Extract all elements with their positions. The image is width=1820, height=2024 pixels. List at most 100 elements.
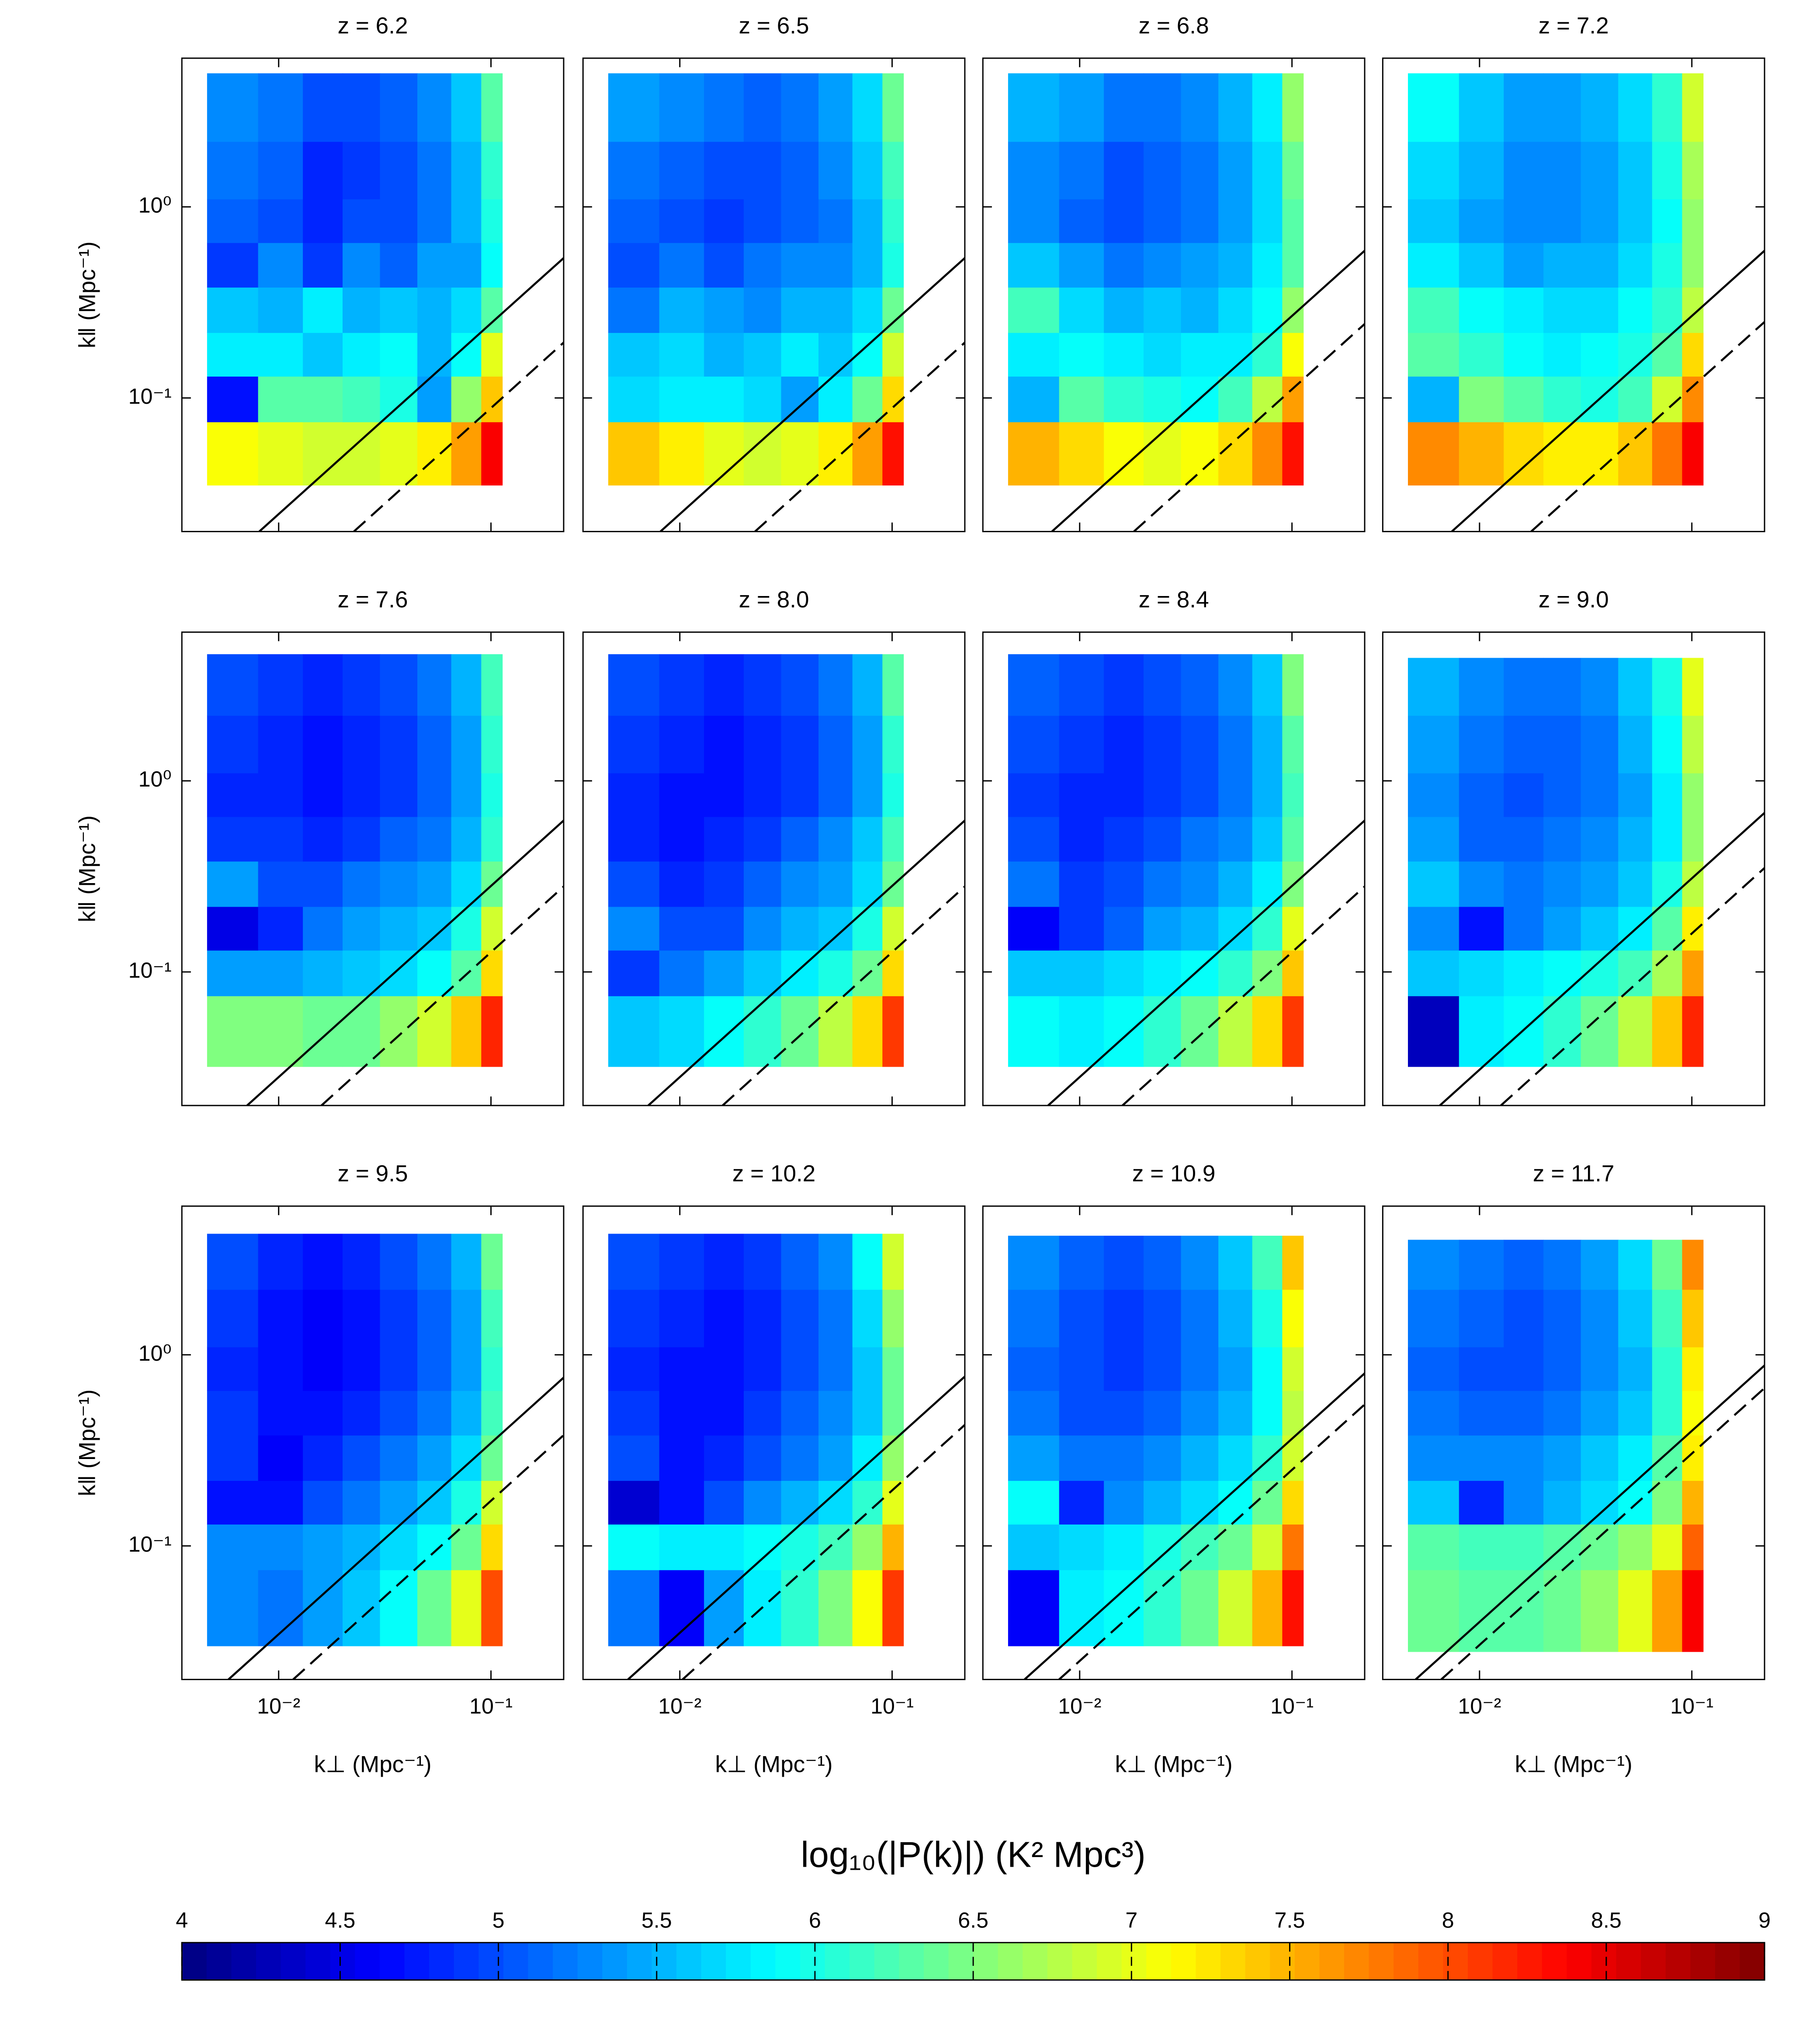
heatmap-cell: [818, 333, 853, 377]
heatmap-cell: [417, 654, 452, 716]
heatmap-cell: [818, 243, 853, 288]
heatmap-cell: [1504, 1347, 1544, 1391]
heatmap-cell: [207, 861, 259, 907]
heatmap-cell: [380, 861, 418, 907]
wedge-line: [682, 1424, 965, 1680]
heatmap-cell: [608, 287, 660, 333]
heatmap-cell: [1144, 1347, 1182, 1391]
heatmap-cell: [1543, 950, 1581, 996]
heatmap-cell: [1181, 287, 1219, 333]
heatmap-cell: [743, 1289, 782, 1348]
heatmap-cell: [818, 1435, 853, 1481]
heatmap-cell: [1059, 950, 1105, 996]
heatmap-cell: [417, 287, 452, 333]
heatmap-cell: [1144, 816, 1182, 862]
heatmap-cell: [1282, 1235, 1304, 1290]
heatmap-cell: [852, 906, 883, 951]
heatmap-cell: [781, 773, 819, 817]
heatmap-cell: [818, 715, 853, 773]
panel: z = 9.0: [1382, 587, 1765, 1106]
heatmap-cell: [781, 243, 819, 288]
heatmap-cell: [1652, 287, 1683, 333]
colorbar-swatch: [454, 1942, 479, 1980]
colorbar-swatch: [1467, 1942, 1493, 1980]
heatmap-cell: [882, 243, 904, 288]
heatmap-cell: [1181, 141, 1219, 200]
heatmap-cell: [303, 287, 343, 333]
heatmap-cell: [1581, 243, 1619, 288]
heatmap-cell: [1218, 376, 1253, 423]
heatmap-cell: [303, 333, 343, 377]
heatmap-cell: [1059, 1347, 1105, 1391]
heatmap-cell: [481, 1570, 503, 1646]
heatmap-cell: [608, 1390, 660, 1436]
heatmap-cell: [207, 422, 259, 486]
heatmap-cell: [1059, 654, 1105, 716]
heatmap-cell: [342, 422, 381, 486]
heatmap-cell: [1144, 1390, 1182, 1436]
heatmap-cell: [303, 654, 343, 716]
heatmap-cell: [704, 1435, 744, 1481]
heatmap-cell: [481, 422, 503, 486]
heatmap-cell: [303, 1289, 343, 1348]
heatmap-cell: [608, 1524, 660, 1570]
colorbar-swatch: [355, 1942, 381, 1980]
heatmap-cell: [1252, 333, 1283, 377]
heatmap-cell: [781, 816, 819, 862]
heatmap-cell: [608, 816, 660, 862]
heatmap-cell: [258, 243, 303, 288]
heatmap-cell: [342, 654, 381, 716]
heatmap-cell: [1144, 243, 1182, 288]
heatmap-cell: [781, 199, 819, 243]
heatmap-cell: [608, 243, 660, 288]
heatmap-cell: [1459, 199, 1505, 243]
heatmap-cell: [1652, 906, 1683, 951]
heatmap-cell: [207, 1234, 259, 1290]
heatmap-cell: [380, 1570, 418, 1646]
heatmap-cell: [1652, 995, 1683, 1067]
heatmap-cell: [1652, 243, 1683, 288]
colorbar-swatch: [1616, 1942, 1642, 1980]
heatmap-cell: [1504, 73, 1544, 142]
panel-title: z = 6.2: [338, 13, 408, 38]
heatmap-cell: [1543, 1289, 1581, 1348]
heatmap-cell: [1252, 654, 1283, 716]
heatmap-cell: [1682, 243, 1704, 288]
heatmap-cell: [1059, 333, 1105, 377]
heatmap-cell: [608, 73, 660, 142]
x-tick-label: 10⁻¹: [1670, 1694, 1713, 1719]
heatmap-cell: [451, 906, 482, 951]
panel-title: z = 8.4: [1139, 587, 1209, 613]
wedge-line: [1051, 250, 1365, 532]
heatmap-cell: [481, 654, 503, 716]
heatmap-cell: [1682, 422, 1704, 486]
heatmap-cell: [1059, 1390, 1105, 1436]
heatmap-cell: [818, 287, 853, 333]
heatmap-cell: [1652, 422, 1683, 486]
heatmap-cell: [342, 1347, 381, 1391]
heatmap-cell: [258, 715, 303, 773]
heatmap-cell: [1008, 654, 1060, 716]
heatmap-cell: [1008, 715, 1060, 773]
heatmap-cell: [1104, 1480, 1144, 1525]
heatmap-cell: [1408, 906, 1459, 951]
heatmap-cell: [1144, 654, 1182, 716]
colorbar-swatch: [1567, 1942, 1592, 1980]
heatmap-cell: [1618, 199, 1653, 243]
wedge-line: [320, 886, 564, 1106]
heatmap-cell: [303, 773, 343, 817]
heatmap-cell: [659, 1524, 704, 1570]
heatmap-cell: [1282, 287, 1304, 333]
heatmap-cell: [303, 73, 343, 142]
heatmap-cell: [1181, 422, 1219, 486]
heatmap-cell: [207, 715, 259, 773]
colorbar-swatch: [1245, 1942, 1271, 1980]
heatmap-cell: [342, 141, 381, 200]
heatmap-cell: [451, 243, 482, 288]
heatmap-cell: [207, 376, 259, 423]
heatmap-cell: [1282, 1435, 1304, 1481]
x-tick-label: 10⁻²: [658, 1694, 701, 1719]
heatmap-cell: [1581, 773, 1619, 817]
heatmap-cell: [1543, 141, 1581, 200]
heatmap-cell: [481, 715, 503, 773]
